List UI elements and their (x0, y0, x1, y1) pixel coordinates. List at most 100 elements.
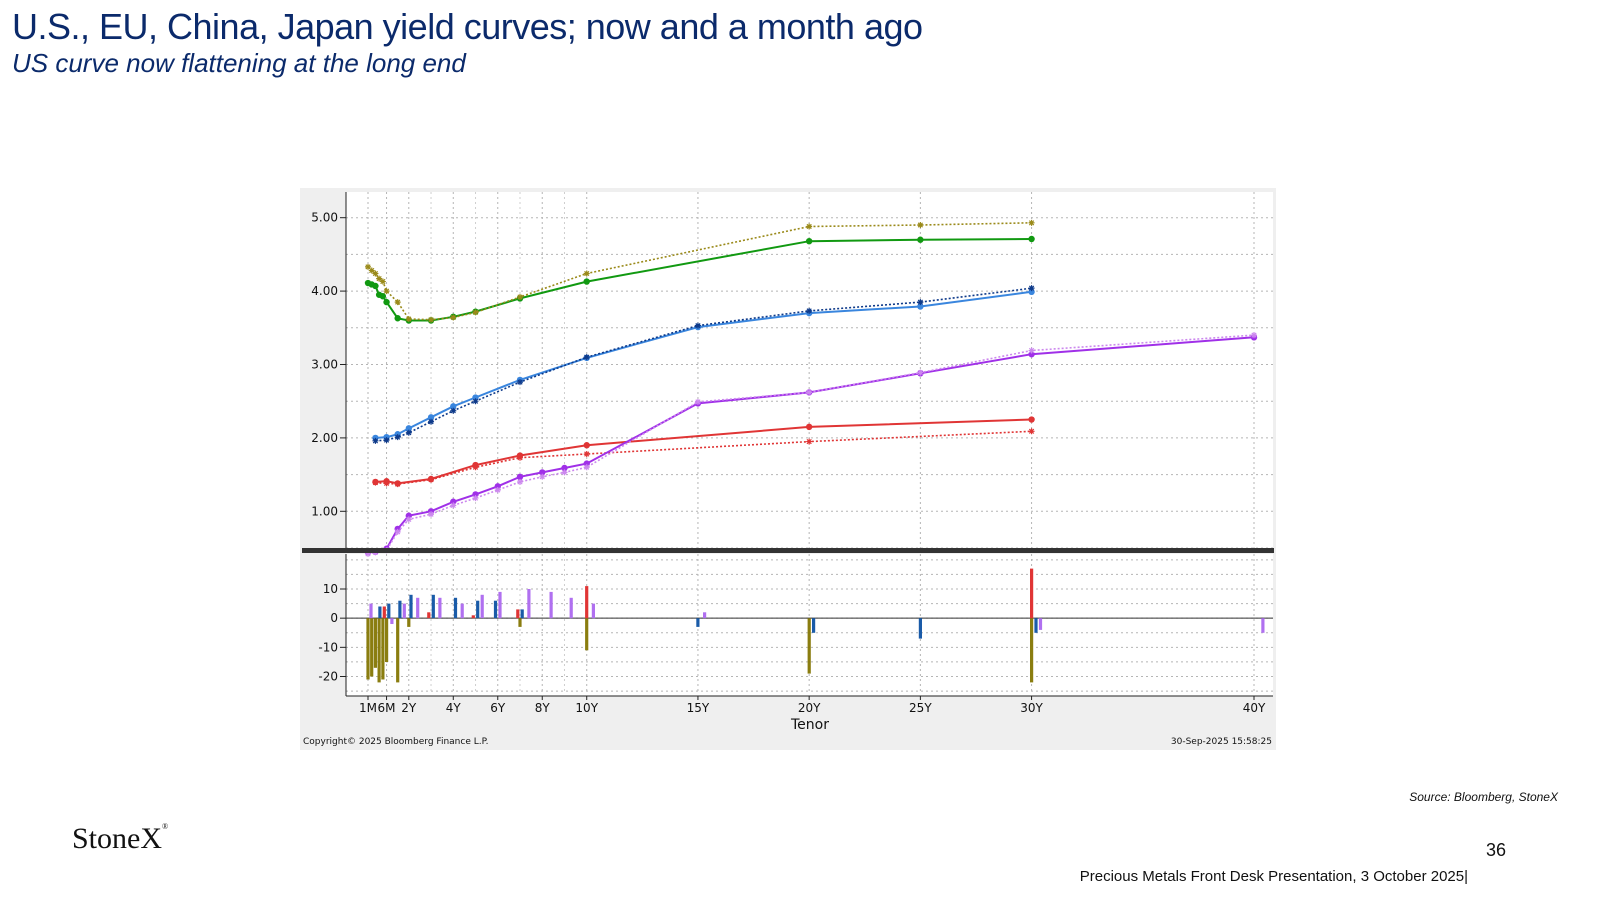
series-point (405, 315, 412, 322)
x-tick-label: 2Y (401, 701, 417, 715)
bar-0 (585, 618, 589, 651)
panel-divider (302, 548, 1274, 553)
series-point (1028, 285, 1035, 292)
series-point (394, 528, 401, 535)
bar-1 (918, 618, 922, 639)
series-point (405, 516, 412, 523)
x-tick-label: 15Y (687, 701, 710, 715)
bar-2 (382, 606, 386, 619)
bar-1 (431, 594, 435, 619)
series-point (583, 464, 590, 471)
bar-3 (460, 603, 464, 619)
bar-0 (407, 618, 411, 627)
bar-1 (493, 600, 498, 619)
bar-1 (1034, 618, 1038, 633)
bar-3 (1261, 618, 1265, 633)
bar-3 (569, 597, 573, 619)
x-tick-label: 30Y (1020, 701, 1043, 715)
series-point (428, 418, 435, 425)
bar-2 (516, 609, 520, 619)
series-point (583, 270, 590, 277)
x-tick-label: 25Y (909, 701, 932, 715)
x-tick-label: 8Y (535, 701, 551, 715)
bar-3 (498, 591, 502, 619)
series-point (394, 434, 401, 441)
series-point (450, 314, 457, 321)
bar-0 (385, 618, 389, 662)
series-point (806, 307, 813, 314)
bar-2 (427, 612, 431, 619)
series-point (372, 479, 379, 486)
bar-3 (527, 589, 531, 619)
series-point (383, 298, 390, 306)
bar-2 (471, 615, 475, 619)
series-point (805, 237, 813, 245)
series-point (472, 464, 479, 471)
series-point (517, 293, 524, 300)
bar-2 (585, 586, 589, 619)
series-point (1028, 235, 1035, 243)
y-tick-label: -20 (318, 670, 338, 684)
x-axis-label: Tenor (790, 717, 829, 733)
series-point (539, 469, 546, 476)
series-point (583, 354, 590, 361)
series-point (428, 476, 435, 483)
page-subtitle: US curve now flattening at the long end (12, 48, 466, 78)
series-point (383, 480, 390, 487)
bar-0 (366, 618, 370, 680)
series-point (368, 267, 375, 274)
page-number: 36 (1486, 840, 1507, 860)
x-tick-label: 40Y (1243, 701, 1266, 715)
series-point (516, 473, 524, 480)
series-point (583, 451, 590, 458)
bar-2 (1030, 568, 1034, 619)
series-point (376, 275, 383, 282)
series-point (472, 495, 479, 502)
series-point (517, 454, 524, 461)
y-tick-label: -10 (318, 640, 338, 654)
series-line-0 (367, 238, 1032, 322)
bar-0 (518, 618, 522, 627)
source-note: Source: Bloomberg, StoneX (1409, 790, 1558, 804)
bar-1 (398, 600, 402, 619)
series-point (383, 288, 390, 295)
series-point (917, 303, 924, 310)
series-point (1028, 347, 1035, 354)
x-tick-label: 6Y (490, 701, 506, 715)
logo-text: StoneX (72, 822, 162, 855)
timestamp-label: 30-Sep-2025 15:58:25 (1171, 737, 1272, 747)
series-point (517, 379, 524, 386)
bar-0 (1030, 618, 1034, 683)
x-tick-label: 1M (359, 701, 377, 715)
series-point (450, 403, 457, 410)
series-point (539, 473, 546, 480)
x-tick-label: 20Y (798, 701, 821, 715)
series-point (917, 299, 924, 306)
series-point (494, 487, 501, 494)
bar-3 (390, 618, 394, 624)
bar-3 (402, 603, 406, 619)
bar-3 (549, 591, 553, 619)
bar-0 (373, 618, 377, 668)
series-point (583, 442, 590, 449)
copyright-label: Copyright© 2025 Bloomberg Finance L.P. (303, 737, 488, 747)
page-title: U.S., EU, China, Japan yield curves; now… (12, 6, 923, 47)
bar-1 (378, 606, 382, 619)
series-point (427, 414, 435, 421)
series-point (383, 437, 390, 444)
bar-3 (480, 594, 484, 619)
y-tick-label: 5.00 (311, 211, 338, 225)
bar-0 (396, 618, 400, 683)
y-tick-label: 10 (323, 582, 338, 596)
y-tick-label: 1.00 (311, 504, 338, 518)
series-point (917, 236, 924, 243)
series-point (805, 423, 813, 431)
series-point (1028, 416, 1035, 423)
x-tick-label: 4Y (446, 701, 462, 715)
series-point (561, 464, 568, 472)
series-point (365, 550, 371, 557)
series-point (379, 293, 387, 300)
bar-1 (520, 609, 524, 619)
bar-1 (453, 597, 458, 619)
y-tick-label: 3.00 (311, 357, 338, 371)
